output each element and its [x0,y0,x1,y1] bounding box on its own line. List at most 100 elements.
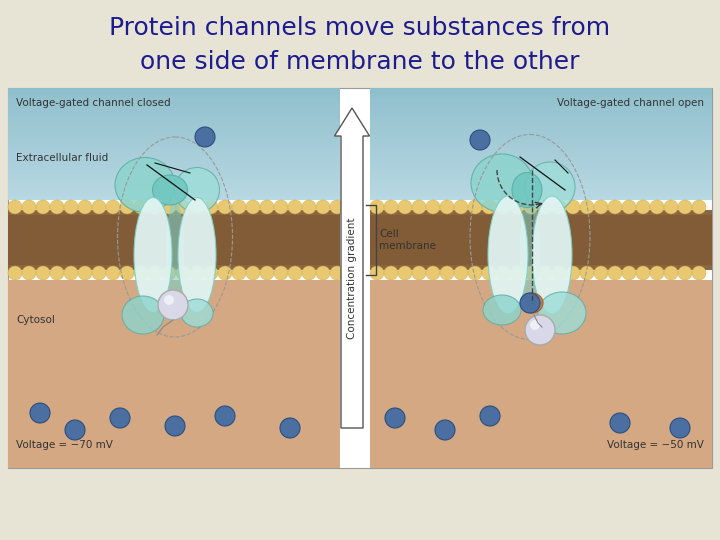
Bar [8,191,340,193]
Ellipse shape [520,198,540,302]
Bar [370,180,712,182]
Circle shape [232,266,246,280]
Circle shape [176,200,190,214]
Circle shape [158,290,188,320]
Circle shape [664,200,678,214]
Bar [8,146,340,148]
Bar [8,137,340,139]
Bar [370,160,712,162]
Bar [8,158,340,160]
Circle shape [64,266,78,280]
Circle shape [412,266,426,280]
Circle shape [398,200,412,214]
Bar [8,124,340,126]
Text: Protein channels move substances from: Protein channels move substances from [109,16,611,40]
Bar [370,168,712,171]
Bar [8,122,340,124]
Bar [370,108,712,110]
Ellipse shape [134,198,172,313]
Bar [370,193,712,195]
Bar [370,133,712,135]
Circle shape [50,200,64,214]
Bar [370,146,712,148]
Bar [370,131,712,133]
Circle shape [384,200,398,214]
Bar [370,144,712,146]
Circle shape [482,266,496,280]
Bar [370,102,712,104]
Bar [370,162,712,164]
Bar [8,131,340,133]
Circle shape [120,266,134,280]
Ellipse shape [115,158,175,213]
Circle shape [482,200,496,214]
Circle shape [510,266,524,280]
Circle shape [92,266,106,280]
Circle shape [134,200,148,214]
Bar [370,135,712,137]
Bar [370,113,712,115]
Bar [370,139,712,142]
Bar [8,193,340,195]
Bar [370,90,712,92]
Circle shape [78,200,92,214]
Bar [8,88,712,468]
Circle shape [538,266,552,280]
Bar [8,189,340,191]
Bar [370,155,712,158]
Circle shape [190,266,204,280]
Bar [370,198,712,200]
Circle shape [190,200,204,214]
Circle shape [204,266,218,280]
Circle shape [22,266,36,280]
Circle shape [454,266,468,280]
Bar [370,104,712,106]
Text: Voltage = −50 mV: Voltage = −50 mV [607,440,704,450]
Ellipse shape [153,175,187,205]
Bar [8,148,340,151]
Circle shape [385,408,405,428]
Bar [8,153,340,155]
Bar [8,164,340,166]
Bar [370,137,712,139]
Bar [8,168,340,171]
Circle shape [594,266,608,280]
Bar [8,129,340,131]
Bar [370,178,712,180]
Circle shape [280,418,300,438]
Bar [8,176,340,178]
Circle shape [622,266,636,280]
Circle shape [36,200,50,214]
Bar [8,151,340,153]
Bar [370,148,712,151]
Circle shape [530,320,540,330]
Circle shape [636,266,650,280]
Bar [370,92,712,94]
Circle shape [134,266,148,280]
Circle shape [110,408,130,428]
Circle shape [608,200,622,214]
Bar [370,115,712,117]
Circle shape [162,200,176,214]
Circle shape [22,200,36,214]
Circle shape [692,200,706,214]
Circle shape [480,406,500,426]
Circle shape [566,200,580,214]
Bar [8,104,340,106]
Circle shape [246,200,260,214]
Circle shape [164,295,174,305]
Circle shape [64,200,78,214]
Ellipse shape [122,296,164,334]
Text: Cell
membrane: Cell membrane [379,229,436,251]
Circle shape [650,266,664,280]
Circle shape [204,200,218,214]
Ellipse shape [532,196,572,314]
Bar [8,108,340,110]
Bar [370,126,712,129]
Text: Voltage-gated channel closed: Voltage-gated channel closed [16,98,171,108]
Circle shape [622,200,636,214]
Bar [370,215,712,265]
Circle shape [398,266,412,280]
Circle shape [524,266,538,280]
Circle shape [566,266,580,280]
